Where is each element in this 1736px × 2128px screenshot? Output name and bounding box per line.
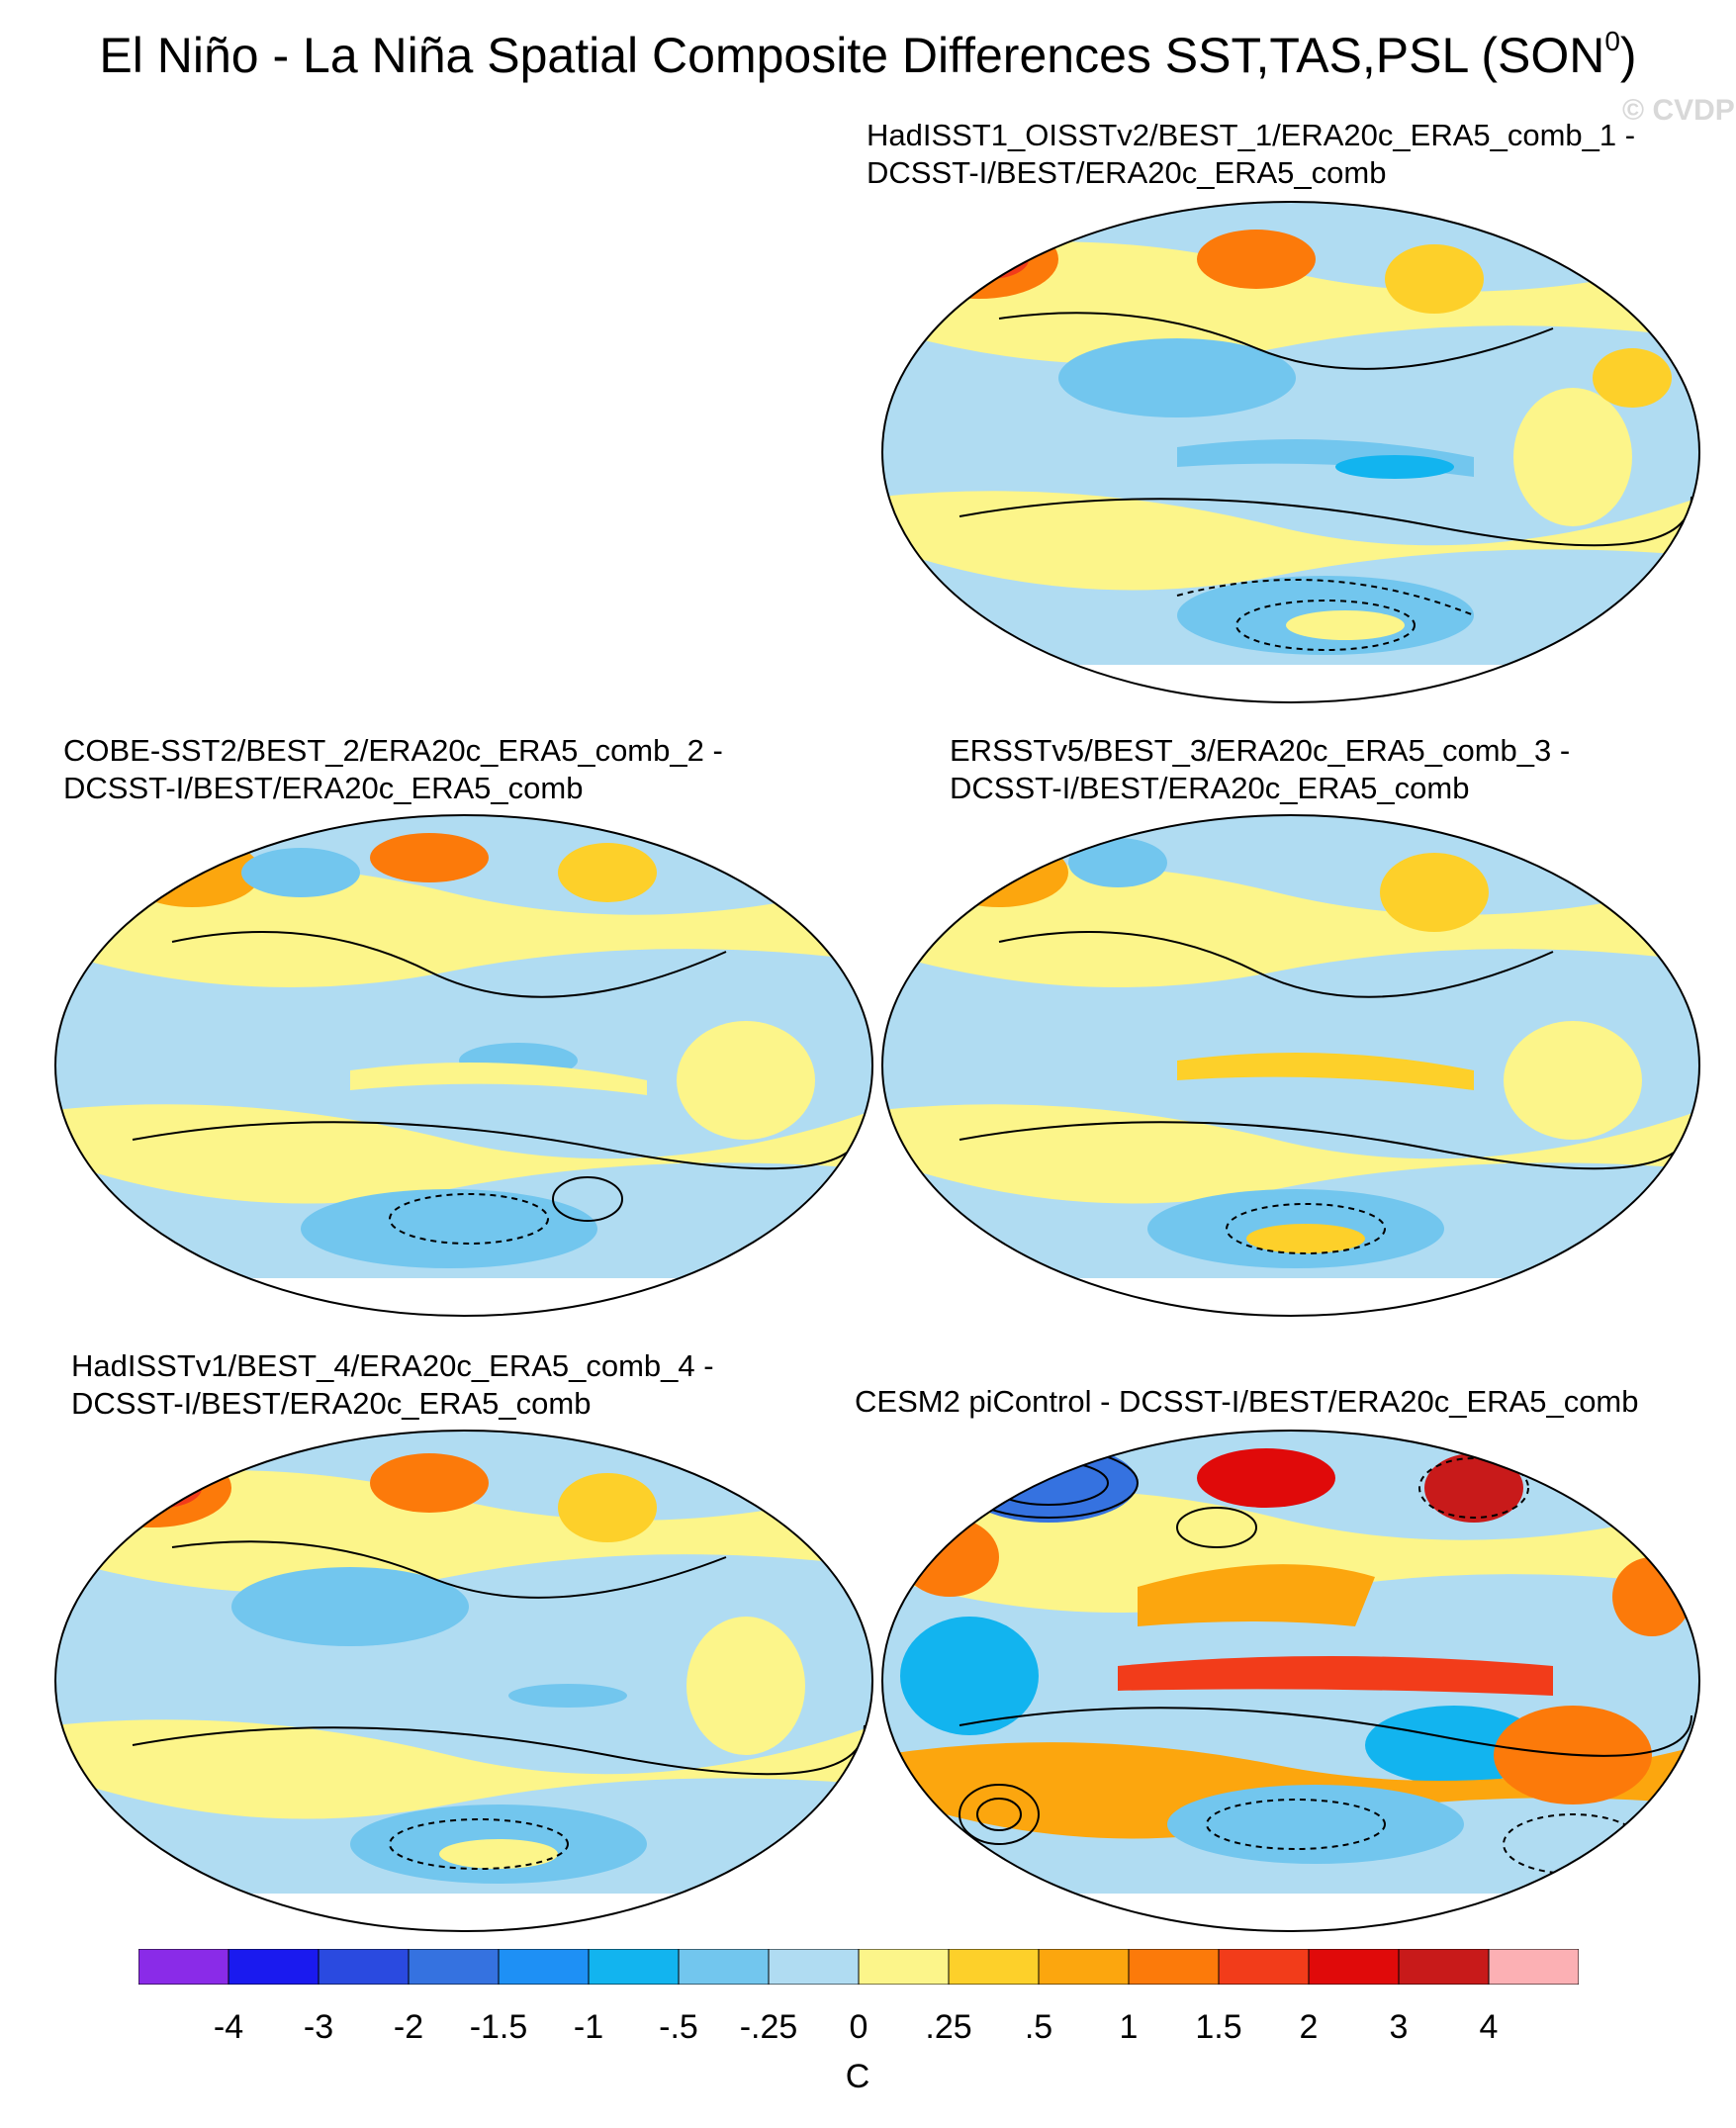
colorbar-swatch <box>138 1949 229 1985</box>
panel-title-line1: HadISSTv1/BEST_4/ERA20c_ERA5_comb_4 - <box>71 1348 714 1383</box>
figure-title: El Niño - La Niña Spatial Composite Diff… <box>0 26 1736 84</box>
panel-title-hadisst1: HadISST1_OISSTv2/BEST_1/ERA20c_ERA5_comb… <box>867 117 1635 192</box>
cvdp-watermark: © CVDP <box>1622 94 1735 127</box>
colorbar-tick-label: -4 <box>213 2008 244 2046</box>
colorbar-swatch <box>768 1949 860 1985</box>
title-text: El Niño - La Niña Spatial Composite Diff… <box>99 28 1605 83</box>
colorbar-swatch <box>678 1949 770 1985</box>
colorbar-tick-label: 1.5 <box>1195 2008 1242 2046</box>
colorbar-swatch <box>1398 1949 1490 1985</box>
colorbar-tick-label: .5 <box>1024 2008 1053 2046</box>
map-cesm2 <box>881 1430 1700 1932</box>
colorbar-swatch <box>318 1949 410 1985</box>
colorbar-swatch <box>1308 1949 1400 1985</box>
colorbar-swatch <box>588 1949 680 1985</box>
map-hadisstv1 <box>54 1430 873 1932</box>
colorbar-tick-label: -1 <box>573 2008 604 2046</box>
colorbar-swatch <box>1128 1949 1220 1985</box>
panel-title-ersst: ERSSTv5/BEST_3/ERA20c_ERA5_comb_3 - DCSS… <box>950 732 1570 807</box>
map-cobe <box>54 814 873 1317</box>
colorbar-tick-label: -.25 <box>739 2008 798 2046</box>
panel-title-cobe: COBE-SST2/BEST_2/ERA20c_ERA5_comb_2 - DC… <box>63 732 723 807</box>
title-close: ) <box>1619 28 1637 83</box>
colorbar-tick-label: -3 <box>303 2008 334 2046</box>
panel-title-line1: CESM2 piControl - DCSST-I/BEST/ERA20c_ER… <box>855 1384 1639 1419</box>
panel-title-line1: ERSSTv5/BEST_3/ERA20c_ERA5_comb_3 - <box>950 733 1571 768</box>
colorbar-tick-label: 4 <box>1479 2008 1499 2046</box>
panel-title-line1: HadISST1_OISSTv2/BEST_1/ERA20c_ERA5_comb… <box>867 118 1636 152</box>
colorbar-swatch <box>948 1949 1040 1985</box>
colorbar <box>138 1949 1579 1985</box>
panel-title-line2: DCSST-I/BEST/ERA20c_ERA5_comb <box>867 155 1387 190</box>
colorbar-swatch <box>498 1949 590 1985</box>
colorbar-swatch <box>1038 1949 1130 1985</box>
colorbar-swatch <box>858 1949 950 1985</box>
colorbar-tick-label: -2 <box>393 2008 424 2046</box>
colorbar-swatch <box>228 1949 320 1985</box>
colorbar-tick-label: 1 <box>1119 2008 1139 2046</box>
panel-title-line2: DCSST-I/BEST/ERA20c_ERA5_comb <box>71 1386 592 1421</box>
colorbar-tick-label: 2 <box>1299 2008 1319 2046</box>
colorbar-tick-label: 0 <box>849 2008 868 2046</box>
colorbar-swatch <box>1488 1949 1579 1985</box>
panel-title-hadisstv1: HadISSTv1/BEST_4/ERA20c_ERA5_comb_4 - DC… <box>71 1347 714 1423</box>
colorbar-tick-label: -1.5 <box>469 2008 528 2046</box>
map-ersst <box>881 814 1700 1317</box>
colorbar-swatch <box>1218 1949 1310 1985</box>
colorbar-tick-label: -.5 <box>659 2008 698 2046</box>
colorbar-swatch <box>408 1949 500 1985</box>
title-superscript: 0 <box>1604 26 1620 56</box>
map-hadisst1 <box>881 201 1700 703</box>
panel-title-line2: DCSST-I/BEST/ERA20c_ERA5_comb <box>63 771 584 805</box>
panel-title-line2: DCSST-I/BEST/ERA20c_ERA5_comb <box>950 771 1470 805</box>
colorbar-tick-label: 3 <box>1389 2008 1409 2046</box>
panel-title-line1: COBE-SST2/BEST_2/ERA20c_ERA5_comb_2 - <box>63 733 723 768</box>
colorbar-tick-label: .25 <box>925 2008 972 2046</box>
colorbar-unit: C <box>845 2058 870 2095</box>
panel-title-cesm2: CESM2 piControl - DCSST-I/BEST/ERA20c_ER… <box>855 1383 1639 1421</box>
